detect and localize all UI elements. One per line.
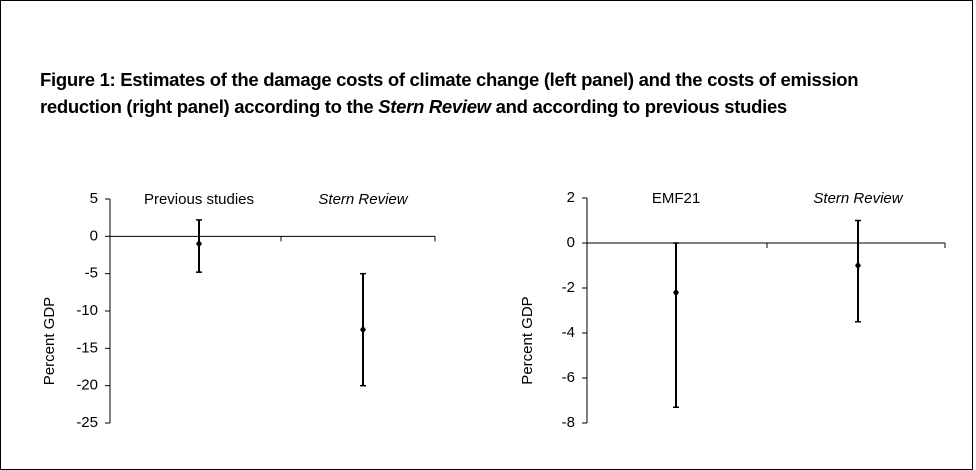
y-tick-label: -4	[562, 324, 575, 341]
y-tick-label: -10	[76, 302, 98, 319]
category-label: Previous studies	[144, 191, 254, 208]
y-tick-label: -20	[76, 377, 98, 394]
y-tick-label: -25	[76, 414, 98, 431]
figure-title: Figure 1: Estimates of the damage costs …	[40, 66, 940, 120]
y-tick-label: -8	[562, 414, 575, 431]
category-label: EMF21	[652, 190, 700, 207]
y-tick-label: 5	[90, 190, 98, 207]
point	[360, 325, 366, 334]
y-tick-label: -6	[562, 369, 575, 386]
category-label: Stern Review	[318, 191, 408, 208]
title-part: Figure 1: Estimates of the damage costs …	[40, 69, 859, 117]
point	[196, 239, 202, 248]
y-axis-label: Percent GDP	[41, 297, 58, 385]
title-part: Stern Review	[378, 96, 491, 117]
y-tick-label: 0	[567, 234, 575, 251]
y-tick-label: -5	[85, 265, 98, 282]
point	[855, 261, 861, 270]
y-tick-label: 0	[90, 227, 98, 244]
title-part: and according to previous studies	[490, 96, 788, 117]
y-tick-label: 2	[567, 189, 575, 206]
y-tick-label: -15	[76, 339, 98, 356]
point	[673, 288, 679, 297]
category-label: Stern Review	[813, 190, 903, 207]
y-axis-label: Percent GDP	[519, 296, 536, 384]
y-tick-label: -2	[562, 279, 575, 296]
